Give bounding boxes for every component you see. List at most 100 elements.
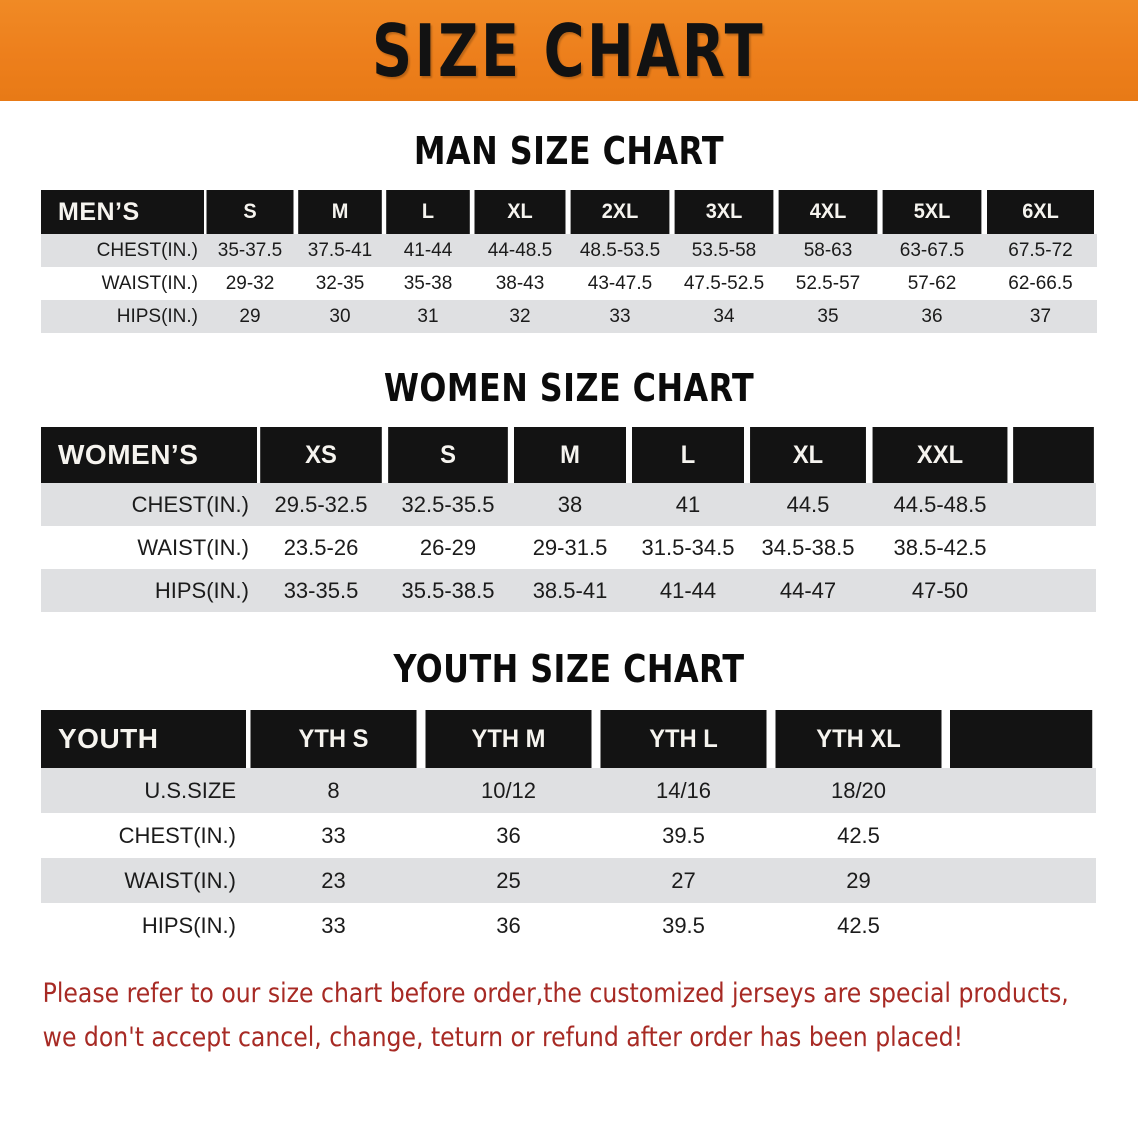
table-row: CHEST(IN.) 35-37.5 37.5-41 41-44 44-48.5…: [41, 234, 1097, 267]
women-hips-l: 41-44: [629, 569, 747, 612]
order-policy-note-line-2: we don't accept cancel, change, teturn o…: [42, 1022, 964, 1053]
youth-chest-xl: 42.5: [771, 813, 946, 858]
youth-size-header-s: YTH S: [250, 710, 417, 768]
youth-ussize-xl: 18/20: [771, 768, 946, 813]
women-waist-xs: 23.5-26: [257, 526, 385, 569]
youth-ussize-m: 10/12: [421, 768, 596, 813]
women-waist-l: 31.5-34.5: [629, 526, 747, 569]
women-size-header-s: S: [388, 427, 508, 483]
women-waist-s: 26-29: [385, 526, 511, 569]
table-row: HIPS(IN.) 29 30 31 32 33 34 35 36 37: [41, 300, 1097, 333]
man-size-header-s: S: [206, 190, 294, 234]
youth-waist-xl: 29: [771, 858, 946, 903]
page-banner: SIZE CHART: [0, 0, 1138, 101]
youth-size-header-l: YTH L: [600, 710, 767, 768]
women-waist-xl: 34.5-38.5: [747, 526, 869, 569]
women-chest-l: 41: [629, 483, 747, 526]
youth-waist-m: 25: [421, 858, 596, 903]
table-row: WAIST(IN.) 23.5-26 26-29 29-31.5 31.5-34…: [41, 526, 1096, 569]
table-row: CHEST(IN.) 29.5-32.5 32.5-35.5 38 41 44.…: [41, 483, 1096, 526]
women-hips-s: 35.5-38.5: [385, 569, 511, 612]
women-waist-xxl: 38.5-42.5: [869, 526, 1011, 569]
man-size-header-3xl: 3XL: [674, 190, 774, 234]
man-hips-s: 29: [204, 300, 296, 333]
women-chest-xxl: 44.5-48.5: [869, 483, 1011, 526]
youth-row-label-waist: WAIST(IN.): [41, 858, 246, 903]
man-size-header-4xl: 4XL: [778, 190, 878, 234]
man-waist-m: 32-35: [296, 267, 384, 300]
women-hips-filler: [1011, 569, 1096, 612]
man-hips-4xl: 35: [776, 300, 880, 333]
women-size-header-xl: XL: [750, 427, 866, 483]
women-size-table: WOMEN’S XS S M L XL XXL CHEST(IN.) 29.5-…: [41, 427, 1096, 612]
man-waist-s: 29-32: [204, 267, 296, 300]
women-header-row: WOMEN’S XS S M L XL XXL: [41, 427, 1096, 483]
man-waist-6xl: 62-66.5: [984, 267, 1097, 300]
man-chest-xl: 44-48.5: [472, 234, 568, 267]
youth-row-label-us-size: U.S.SIZE: [41, 768, 246, 813]
man-chest-2xl: 48.5-53.5: [568, 234, 672, 267]
table-row: WAIST(IN.) 23 25 27 29: [41, 858, 1096, 903]
man-chest-3xl: 53.5-58: [672, 234, 776, 267]
man-chest-5xl: 63-67.5: [880, 234, 984, 267]
women-chest-filler: [1011, 483, 1096, 526]
youth-header-row: YOUTH YTH S YTH M YTH L YTH XL: [41, 710, 1096, 768]
women-size-header-l: L: [631, 427, 745, 483]
youth-chest-m: 36: [421, 813, 596, 858]
women-hips-xl: 44-47: [747, 569, 869, 612]
women-waist-filler: [1011, 526, 1096, 569]
man-chest-s: 35-37.5: [204, 234, 296, 267]
youth-waist-filler: [946, 858, 1096, 903]
man-size-header-6xl: 6XL: [986, 190, 1095, 234]
women-row-label-waist: WAIST(IN.): [41, 526, 257, 569]
youth-chest-s: 33: [246, 813, 421, 858]
man-section-title: MAN SIZE CHART: [413, 129, 725, 173]
women-waist-m: 29-31.5: [511, 526, 629, 569]
man-hips-6xl: 37: [984, 300, 1097, 333]
women-size-header-xs: XS: [260, 427, 382, 483]
youth-row-label-hips: HIPS(IN.): [41, 903, 246, 948]
table-row: CHEST(IN.) 33 36 39.5 42.5: [41, 813, 1096, 858]
man-hips-l: 31: [384, 300, 472, 333]
man-header-row: MEN’S S M L XL 2XL 3XL 4XL 5XL 6XL: [41, 190, 1097, 234]
page-title: SIZE CHART: [372, 8, 766, 93]
women-header-filler: [1013, 427, 1094, 483]
man-corner-label: MEN’S: [41, 190, 204, 234]
man-hips-5xl: 36: [880, 300, 984, 333]
man-waist-xl: 38-43: [472, 267, 568, 300]
table-row: HIPS(IN.) 33 36 39.5 42.5: [41, 903, 1096, 948]
women-chest-xl: 44.5: [747, 483, 869, 526]
table-row: U.S.SIZE 8 10/12 14/16 18/20: [41, 768, 1096, 813]
man-waist-2xl: 43-47.5: [568, 267, 672, 300]
youth-hips-filler: [946, 903, 1096, 948]
youth-section-title: YOUTH SIZE CHART: [393, 647, 745, 691]
youth-hips-s: 33: [246, 903, 421, 948]
youth-ussize-s: 8: [246, 768, 421, 813]
man-row-label-hips: HIPS(IN.): [41, 300, 204, 333]
man-size-header-xl: XL: [474, 190, 566, 234]
table-row: HIPS(IN.) 33-35.5 35.5-38.5 38.5-41 41-4…: [41, 569, 1096, 612]
man-hips-3xl: 34: [672, 300, 776, 333]
man-hips-2xl: 33: [568, 300, 672, 333]
women-row-label-hips: HIPS(IN.): [41, 569, 257, 612]
man-hips-xl: 32: [472, 300, 568, 333]
man-chest-l: 41-44: [384, 234, 472, 267]
youth-ussize-filler: [946, 768, 1096, 813]
man-size-header-m: M: [298, 190, 382, 234]
women-chest-xs: 29.5-32.5: [257, 483, 385, 526]
women-corner-label: WOMEN’S: [41, 427, 257, 483]
youth-ussize-l: 14/16: [596, 768, 771, 813]
man-row-label-chest: CHEST(IN.): [41, 234, 204, 267]
man-waist-4xl: 52.5-57: [776, 267, 880, 300]
women-section-title: WOMEN SIZE CHART: [383, 366, 755, 410]
youth-hips-m: 36: [421, 903, 596, 948]
man-chest-m: 37.5-41: [296, 234, 384, 267]
women-chest-m: 38: [511, 483, 629, 526]
man-size-table: MEN’S S M L XL 2XL 3XL 4XL 5XL 6XL CHEST…: [41, 190, 1097, 333]
women-hips-xs: 33-35.5: [257, 569, 385, 612]
youth-chest-l: 39.5: [596, 813, 771, 858]
man-chest-6xl: 67.5-72: [984, 234, 1097, 267]
order-policy-note: Please refer to our size chart before or…: [0, 972, 1104, 1060]
order-policy-note-line-1: Please refer to our size chart before or…: [42, 978, 1069, 1009]
women-size-header-m: M: [513, 427, 627, 483]
